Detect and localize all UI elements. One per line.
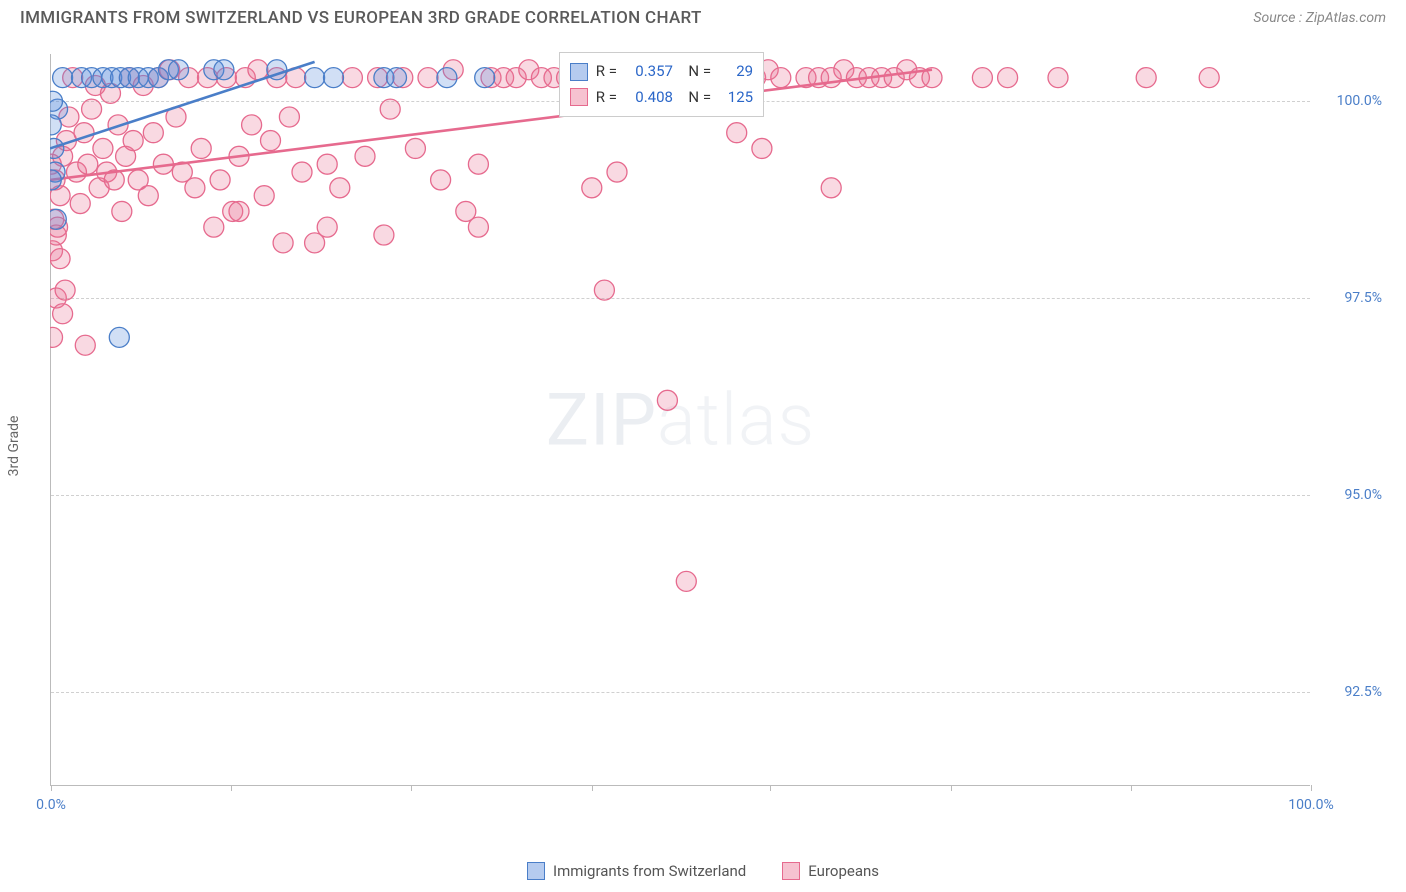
stats-legend-row: R = 0.408 N = 125	[570, 85, 753, 111]
x-tick-label: 0.0%	[36, 797, 66, 813]
legend-swatch	[782, 862, 800, 880]
legend-swatch	[570, 88, 588, 106]
watermark-light: atlas	[657, 377, 815, 462]
stat-r-value: 0.357	[625, 59, 673, 85]
stat-n-value: 29	[719, 59, 753, 85]
legend-label: Europeans	[808, 862, 879, 880]
stats-legend-row: R = 0.357 N = 29	[570, 59, 753, 85]
stats-legend: R = 0.357 N = 29 R = 0.408 N = 125	[559, 52, 764, 117]
plot-area: ZIPatlas R = 0.357 N = 29R = 0.408 N = 125 1…	[50, 54, 1310, 786]
watermark: ZIPatlas	[546, 377, 815, 462]
bottom-legend-item: Europeans	[782, 862, 879, 880]
legend-swatch	[527, 862, 545, 880]
x-tick-label: 100.0%	[1288, 797, 1333, 813]
chart-area: 3rd Grade ZIPatlas R =0.357 N =29R =0.40…	[20, 46, 1386, 846]
bottom-legend-item: Immigrants from Switzerland	[527, 862, 746, 880]
stat-r-value: 0.408	[625, 85, 673, 111]
stat-r-label: R =	[596, 85, 617, 111]
y-axis-label: 3rd Grade	[6, 416, 22, 477]
legend-swatch	[570, 63, 588, 81]
chart-title: IMMIGRANTS FROM SWITZERLAND VS EUROPEAN …	[20, 8, 702, 28]
stat-n-label: N =	[681, 59, 711, 85]
bottom-legend: Immigrants from Switzerland Europeans	[0, 862, 1406, 880]
chart-header: IMMIGRANTS FROM SWITZERLAND VS EUROPEAN …	[0, 0, 1406, 28]
y-tick-label: 92.5%	[1316, 684, 1382, 700]
y-tick-label: 100.0%	[1316, 93, 1382, 109]
stat-n-label: N =	[681, 85, 711, 111]
chart-source: Source : ZipAtlas.com	[1253, 10, 1386, 26]
y-tick-label: 97.5%	[1316, 290, 1382, 306]
y-tick-label: 95.0%	[1316, 487, 1382, 503]
stat-r-label: R =	[596, 59, 617, 85]
watermark-bold: ZIP	[546, 377, 657, 462]
legend-label: Immigrants from Switzerland	[553, 862, 746, 880]
stat-n-value: 125	[719, 85, 753, 111]
